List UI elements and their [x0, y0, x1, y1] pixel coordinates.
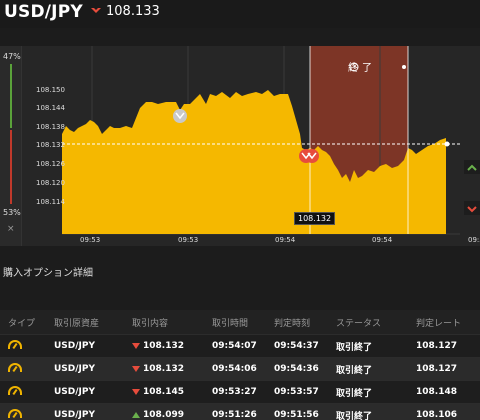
- status-cell: 取引終了: [336, 342, 373, 353]
- y-tick: 108.120: [36, 179, 65, 187]
- status-cell: 取引終了: [336, 388, 373, 399]
- price-chart[interactable]: 108.150 108.144 108.138 108.132 108.126 …: [0, 46, 480, 246]
- clock-icon: [349, 62, 359, 72]
- judge-rate-cell: 108.148: [416, 387, 457, 397]
- status-cell: 取引終了: [336, 411, 373, 420]
- down-triangle-icon: [132, 342, 140, 349]
- price-area: [62, 90, 446, 234]
- rate-value: 108.099: [143, 410, 184, 420]
- gauge-down-bar: [10, 130, 12, 204]
- up-triangle-icon: [132, 411, 140, 418]
- price-tag: 108.132: [294, 212, 336, 225]
- close-icon[interactable]: ×: [7, 224, 15, 234]
- gauge-down-pct: 53%: [3, 208, 21, 217]
- entry-marker-red: [299, 149, 319, 163]
- section-title: 購入オプション詳細: [3, 268, 93, 279]
- gauge-icon: [8, 386, 22, 395]
- judge-time-cell: 09:51:56: [274, 410, 319, 420]
- y-tick: 108.114: [36, 198, 65, 206]
- header-judge-rate: 判定レート: [416, 318, 462, 329]
- judge-time-cell: 09:54:36: [274, 364, 319, 374]
- table-row[interactable]: USD/JPY 108.132 09:54:06 09:54:36 取引終了 108.12…: [0, 357, 480, 380]
- judge-time-cell: 09:53:57: [274, 387, 319, 397]
- gauge-up-bar: [10, 64, 12, 128]
- asset-cell: USD/JPY: [54, 341, 96, 351]
- chart-area: 108.150 108.144 108.138 108.132 108.126 …: [36, 46, 480, 244]
- y-tick: 108.144: [36, 104, 65, 112]
- judge-rate-cell: 108.127: [416, 364, 457, 374]
- current-price: 108.133: [106, 4, 160, 19]
- x-tick: 09:5: [468, 236, 480, 244]
- x-tick: 09:54: [372, 236, 393, 244]
- trade-history-table: タイプ 取引原資産 取引内容 取引時間 判定時刻 ステータス 判定レート USD…: [0, 310, 480, 420]
- content-cell: 108.145: [128, 387, 204, 397]
- call-button[interactable]: [464, 160, 480, 174]
- down-arrow-icon: [91, 8, 101, 13]
- content-cell: 108.132: [128, 364, 204, 374]
- rate-value: 108.145: [143, 387, 184, 397]
- asset-cell: USD/JPY: [54, 387, 96, 397]
- x-tick: 09:53: [178, 236, 198, 244]
- type-cell: [0, 363, 50, 375]
- time-cell: 09:51:26: [212, 410, 257, 420]
- x-tick: 09:54: [275, 236, 296, 244]
- end-dot-icon: [402, 65, 406, 69]
- gauge-icon: [8, 409, 22, 418]
- judge-rate-cell: 108.127: [416, 341, 457, 351]
- content-cell: 108.132: [128, 341, 204, 351]
- type-cell: [0, 409, 50, 420]
- time-cell: 09:54:06: [212, 364, 257, 374]
- down-arrow-icon: [467, 206, 477, 213]
- entry-marker-grey: [173, 109, 187, 123]
- asset-cell: USD/JPY: [54, 364, 96, 374]
- down-triangle-icon: [132, 365, 140, 372]
- type-cell: [0, 386, 50, 398]
- gauge-up-pct: 47%: [3, 52, 21, 61]
- table-header: タイプ 取引原資産 取引内容 取引時間 判定時刻 ステータス 判定レート: [0, 310, 480, 334]
- table-row[interactable]: USD/JPY 108.099 09:51:26 09:51:56 取引終了 108.10…: [0, 403, 480, 420]
- pair-title: USD/JPY: [4, 2, 83, 22]
- rate-value: 108.132: [143, 364, 184, 374]
- status-cell: 取引終了: [336, 365, 373, 376]
- header-type: タイプ: [8, 318, 36, 329]
- header-content: 取引内容: [132, 318, 169, 329]
- current-point: [444, 141, 450, 147]
- down-triangle-icon: [132, 388, 140, 395]
- time-cell: 09:53:27: [212, 387, 257, 397]
- table-row[interactable]: USD/JPY 108.145 09:53:27 09:53:57 取引終了 108.14…: [0, 380, 480, 403]
- expiry-end-label: 終了: [348, 63, 376, 74]
- put-button[interactable]: [464, 201, 480, 215]
- judge-time-cell: 09:54:37: [274, 341, 319, 351]
- header-judge-time: 判定時刻: [274, 318, 311, 329]
- gauge-icon: [8, 363, 22, 372]
- rate-value: 108.132: [143, 341, 184, 351]
- content-cell: 108.099: [128, 410, 204, 420]
- top-bar: USD/JPY 108.133: [0, 0, 480, 28]
- type-cell: [0, 340, 50, 352]
- time-cell: 09:54:07: [212, 341, 257, 351]
- header-status: ステータス: [336, 318, 382, 329]
- asset-cell: USD/JPY: [54, 410, 96, 420]
- y-tick: 108.126: [36, 160, 65, 168]
- x-tick: 09:53: [80, 236, 100, 244]
- gauge-icon: [8, 340, 22, 349]
- judge-rate-cell: 108.106: [416, 410, 457, 420]
- table-row[interactable]: USD/JPY 108.132 09:54:07 09:54:37 取引終了 108.12…: [0, 334, 480, 357]
- header-time: 取引時間: [212, 318, 249, 329]
- y-tick: 108.138: [36, 123, 65, 131]
- y-tick: 108.132: [36, 141, 65, 149]
- up-arrow-icon: [467, 164, 477, 171]
- y-tick: 108.150: [36, 86, 65, 94]
- header-asset: 取引原資産: [54, 318, 100, 329]
- sentiment-gauge: 47% 53% ×: [0, 46, 22, 246]
